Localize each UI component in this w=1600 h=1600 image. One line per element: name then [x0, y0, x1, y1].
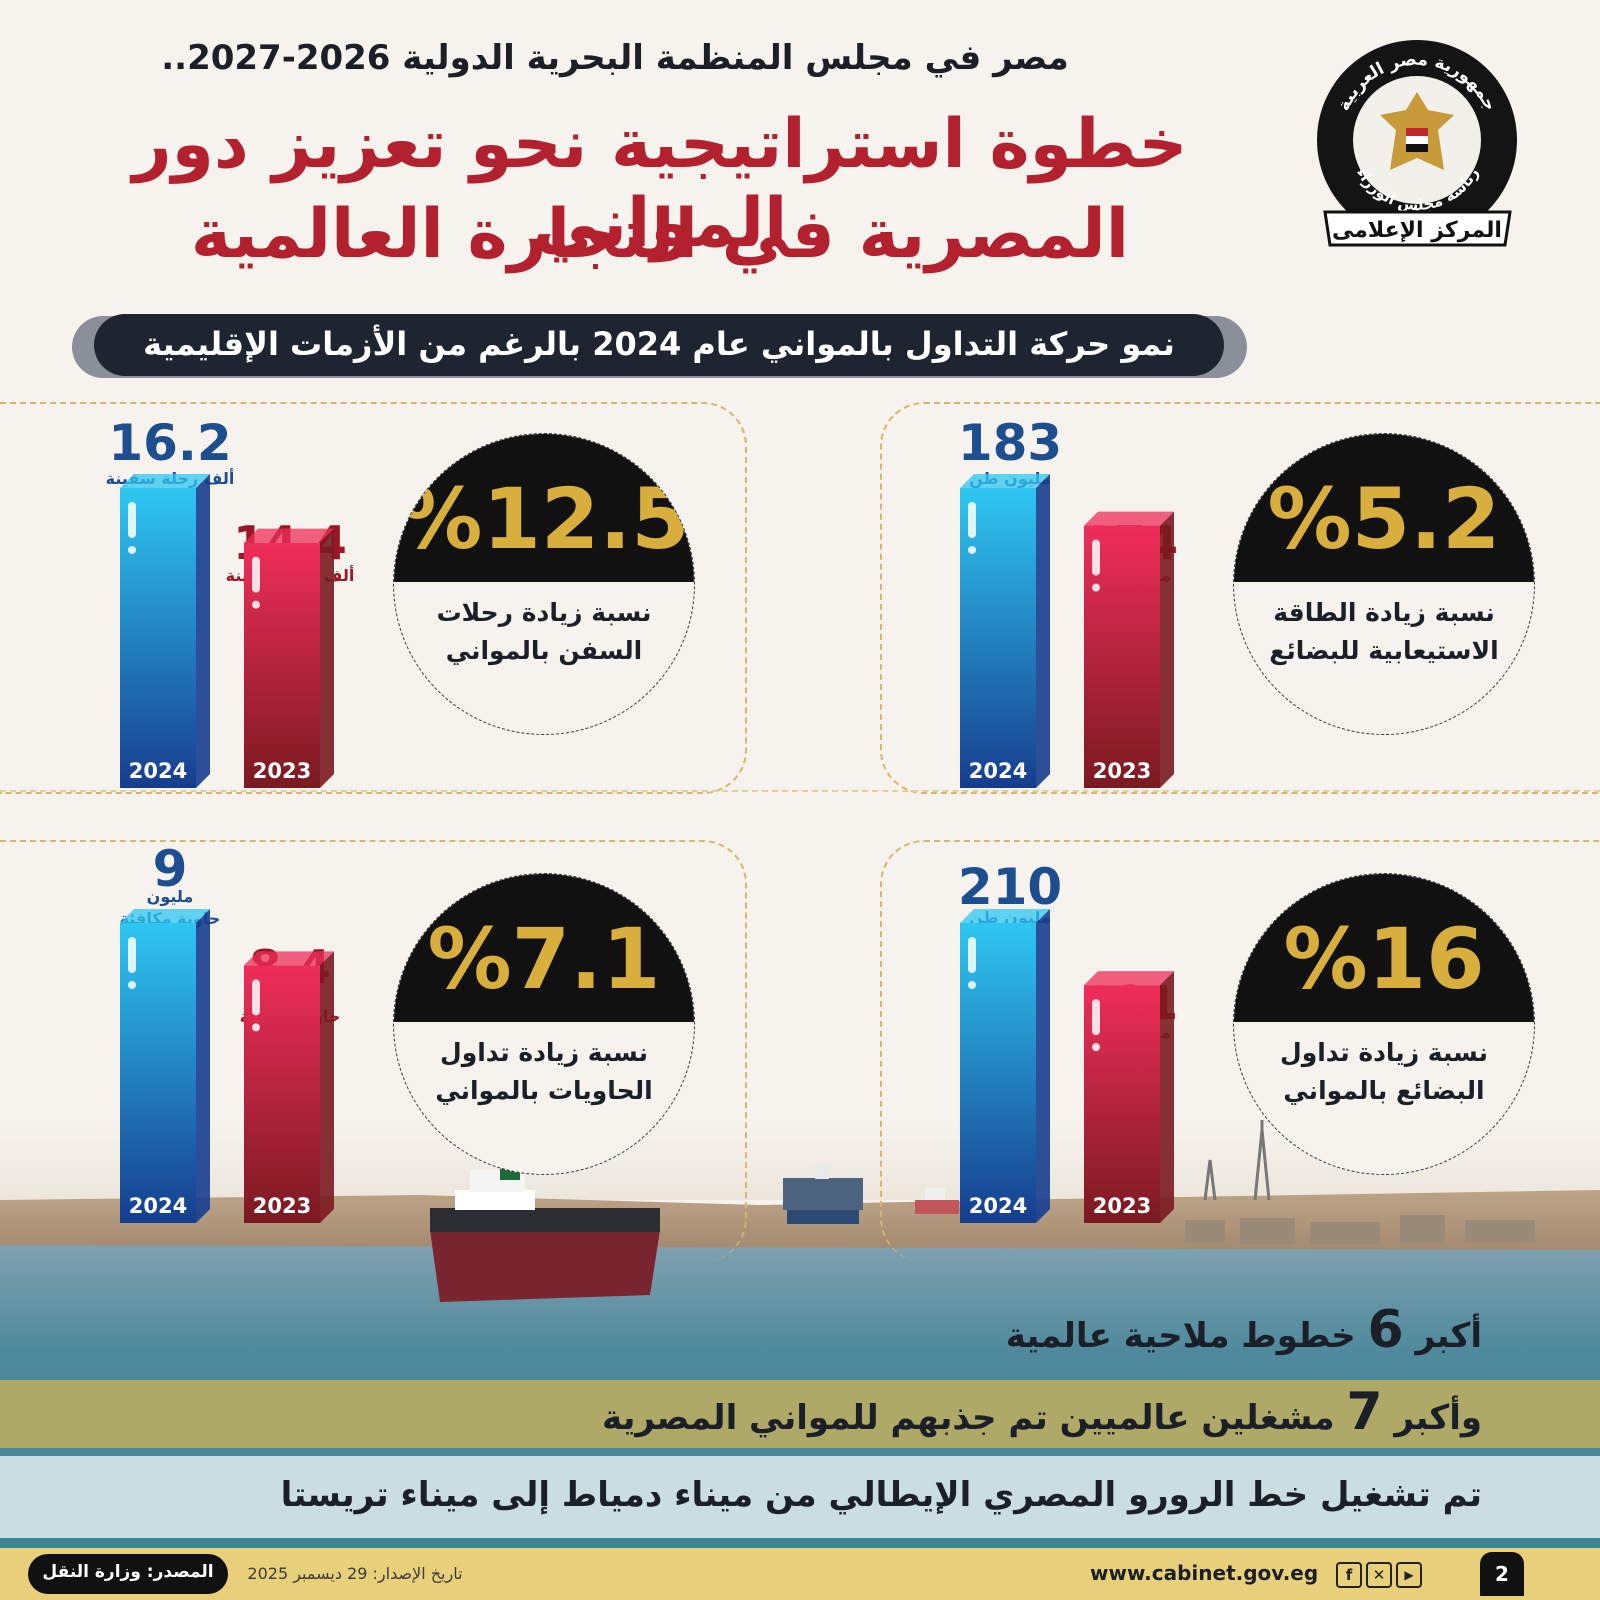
- stat-line-operators: وأكبر 7 مشغلين عالميين تم جذبهم للمواني …: [602, 1382, 1482, 1442]
- value-label-2024: 9: [152, 840, 188, 898]
- bar-year-label: 2023: [253, 1194, 311, 1218]
- ship-far-icon: [915, 1188, 959, 1214]
- pct-badge-ship-trips: %12.5 نسبة زيادة رحلات السفن بالمواني: [393, 433, 695, 735]
- panel-bottom-left: [0, 840, 747, 1262]
- footer-bar: المصدر: وزارة النقل تاريخ الإصدار: 29 دي…: [0, 1548, 1600, 1600]
- bar-chart-ship-trips: 2024 2023: [120, 474, 334, 788]
- bar-year-label: 2023: [1093, 1194, 1151, 1218]
- page-number: 2: [1495, 1562, 1509, 1586]
- stat-number: 6: [1367, 1300, 1404, 1360]
- panel-top-right: [880, 402, 1600, 794]
- bar-2023: 2023: [1084, 511, 1174, 788]
- value-label-2024: 210: [957, 858, 1063, 916]
- pct-caption: نسبة زيادة تداول الحاويات بالمواني: [414, 1034, 674, 1110]
- panel-top-left: [0, 402, 747, 794]
- caption-line: نسبة زيادة الطاقة: [1273, 598, 1495, 627]
- bar-2023: 2023: [244, 951, 334, 1223]
- bar-2023: 2023: [244, 528, 334, 788]
- caption-line: نسبة زيادة تداول: [440, 1038, 648, 1067]
- value-label-2024: 16.2: [108, 414, 232, 472]
- bar-year-label: 2024: [969, 1194, 1027, 1218]
- shore-buildings: [1185, 1215, 1535, 1244]
- panel-bottom-right: [880, 840, 1600, 1262]
- subtitle-bar: نمو حركة التداول بالمواني عام 2024 بالرغ…: [94, 314, 1224, 376]
- bar-chart-containers: 2024 2023: [120, 909, 334, 1223]
- caption-line: البضائع بالمواني: [1283, 1076, 1485, 1105]
- caption-line: الحاويات بالمواني: [435, 1076, 653, 1105]
- source-badge: [28, 1554, 228, 1594]
- section-divider: [0, 790, 1600, 792]
- bar-year-label: 2023: [253, 759, 311, 783]
- caption-line: نسبة زيادة رحلات: [436, 598, 652, 627]
- kicker-text: مصر في مجلس المنظمة البحرية الدولية 2026…: [161, 38, 1069, 78]
- caption-line: السفن بالمواني: [445, 636, 643, 665]
- pct-value: %12.5: [398, 470, 690, 568]
- pct-caption: نسبة زيادة الطاقة الاستيعابية للبضائع: [1254, 594, 1514, 670]
- bar-year-label: 2024: [129, 759, 187, 783]
- logo-ribbon-text: المركز الإعلامى: [1332, 218, 1502, 243]
- facebook-icon[interactable]: f: [1336, 1562, 1362, 1588]
- bar-chart-cargo: 2024 2023: [960, 909, 1174, 1223]
- page-title-line2: المصرية في التجارة العالمية: [190, 195, 1130, 274]
- page-number-badge: [1480, 1552, 1524, 1596]
- pct-badge-top: [394, 434, 694, 582]
- stat-number: 7: [1346, 1382, 1383, 1442]
- caption-line: الاستيعابية للبضائع: [1269, 636, 1499, 665]
- pct-badge-top: [1234, 434, 1534, 582]
- bar-chart-capacity: 2024 2023: [960, 474, 1174, 788]
- cabinet-media-center-logo: جمهورية مصر العربية رئاسة مجلس الوزراء ا…: [1317, 40, 1517, 247]
- caption-line: نسبة زيادة تداول: [1280, 1038, 1488, 1067]
- pct-badge-capacity: %5.2 نسبة زيادة الطاقة الاستيعابية للبضائ…: [1233, 433, 1535, 735]
- pct-badge-top: [1234, 874, 1534, 1022]
- stat-text: أكبر: [1415, 1316, 1482, 1356]
- bar-year-label: 2023: [1093, 759, 1151, 783]
- eagle-emblem-icon: [1380, 92, 1454, 170]
- bar-2024: 2024: [120, 909, 210, 1223]
- pct-value: %7.1: [427, 910, 661, 1008]
- website-link[interactable]: www.cabinet.gov.eg: [1090, 1561, 1319, 1585]
- pct-value: %16: [1283, 910, 1485, 1008]
- bar-2024: 2024: [120, 474, 210, 788]
- tower-icon: [1203, 1120, 1271, 1201]
- pct-badge-cargo: %16 نسبة زيادة تداول البضائع بالمواني: [1233, 873, 1535, 1175]
- source-text: المصدر: وزارة النقل: [42, 1562, 214, 1582]
- pct-caption: نسبة زيادة تداول البضائع بالمواني: [1254, 1034, 1514, 1110]
- bar-year-label: 2024: [129, 1194, 187, 1218]
- bar-2024: 2024: [960, 474, 1050, 788]
- bar-year-label: 2024: [969, 759, 1027, 783]
- page-title-line1: خطوة استراتيجية نحو تعزيز دور المواني: [132, 105, 1188, 263]
- pct-value: %5.2: [1267, 470, 1501, 568]
- x-icon[interactable]: ✕: [1366, 1562, 1392, 1588]
- value-label-2024: 183: [957, 414, 1063, 472]
- youtube-icon[interactable]: ▶: [1396, 1562, 1422, 1588]
- stat-text: مشغلين عالميين تم جذبهم للمواني المصرية: [601, 1398, 1335, 1438]
- unit-label-2024: مليون: [146, 887, 194, 906]
- pct-badge-top: [394, 874, 694, 1022]
- bar-2024: 2024: [960, 909, 1050, 1223]
- stat-line-shipping-lines: أكبر 6 خطوط ملاحية عالمية: [1006, 1300, 1482, 1360]
- pct-caption: نسبة زيادة رحلات السفن بالمواني: [414, 594, 674, 670]
- pct-badge-containers: %7.1 نسبة زيادة تداول الحاويات بالمواني: [393, 873, 695, 1175]
- stat-text: خطوط ملاحية عالمية: [1005, 1316, 1356, 1356]
- release-date: تاريخ الإصدار: 29 ديسمبر 2025: [247, 1564, 463, 1583]
- bar-2023: 2023: [1084, 971, 1174, 1223]
- ship-far-icon: [783, 1165, 863, 1224]
- stat-text: وأكبر: [1394, 1398, 1482, 1438]
- stat-line-roro: تم تشغيل خط الرورو المصري الإيطالي من مي…: [280, 1475, 1482, 1515]
